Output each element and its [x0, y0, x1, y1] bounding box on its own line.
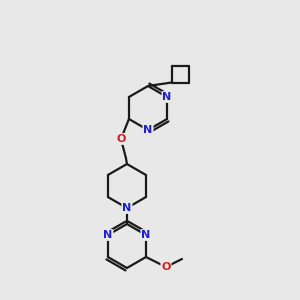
Text: N: N [103, 230, 112, 240]
Text: N: N [122, 203, 132, 213]
Text: O: O [116, 134, 126, 144]
Text: O: O [161, 262, 171, 272]
Text: N: N [141, 230, 151, 240]
Text: N: N [162, 92, 172, 102]
Text: N: N [143, 125, 153, 135]
